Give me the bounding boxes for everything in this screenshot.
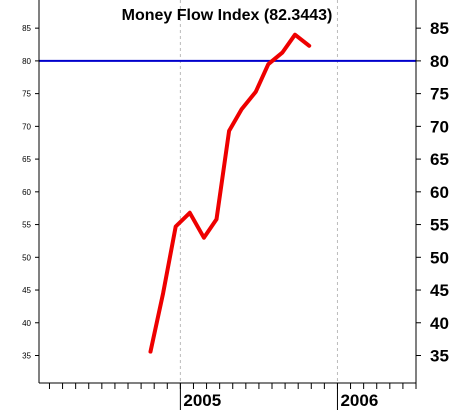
left-y-tick-label: 65 xyxy=(22,155,31,164)
right-y-tick-label: 40 xyxy=(430,314,449,333)
left-y-tick-label: 75 xyxy=(22,90,31,99)
x-tick-label-2005: 2005 xyxy=(183,391,221,410)
right-y-tick-label: 35 xyxy=(430,347,449,366)
left-y-tick-label: 35 xyxy=(22,352,31,361)
data-point xyxy=(267,62,270,66)
left-y-tick-label: 60 xyxy=(22,188,31,197)
right-y-tick-label: 60 xyxy=(430,183,449,202)
right-y-tick-label: 55 xyxy=(430,216,449,235)
data-point xyxy=(174,225,177,228)
left-y-tick-label: 50 xyxy=(22,253,31,262)
right-y-tick-label: 50 xyxy=(430,248,449,267)
data-point xyxy=(227,129,231,133)
right-y-tick-label: 80 xyxy=(430,52,449,71)
right-y-tick-label: 65 xyxy=(430,150,449,169)
left-y-tick-label: 45 xyxy=(22,286,31,295)
grid-layer xyxy=(179,0,338,383)
right-y-tick-label: 75 xyxy=(430,85,449,104)
chart-title: Money Flow Index (82.3443) xyxy=(122,7,333,24)
data-point xyxy=(161,292,165,295)
data-point xyxy=(202,236,206,239)
right-y-tick-labels: 35 40 45 50 55 60 65 70 75 80 85 xyxy=(416,19,449,366)
x-tick-label-2006: 2006 xyxy=(340,391,378,410)
data-point xyxy=(254,90,257,93)
left-y-tick-label: 80 xyxy=(22,57,31,66)
plot-background xyxy=(39,0,416,383)
left-y-tick-labels: 35 40 45 50 55 60 65 70 75 80 85 xyxy=(22,24,39,361)
right-y-tick-label: 85 xyxy=(430,19,449,38)
right-y-tick-label: 70 xyxy=(430,117,449,136)
data-point xyxy=(240,108,243,111)
left-y-tick-label: 55 xyxy=(22,221,31,230)
left-y-tick-label: 85 xyxy=(22,24,31,33)
series-layer xyxy=(148,32,312,354)
right-y-tick-label: 45 xyxy=(430,281,449,300)
data-point xyxy=(149,350,152,353)
data-point xyxy=(215,218,218,221)
left-y-tick-label: 40 xyxy=(22,319,31,328)
data-point xyxy=(307,44,311,48)
data-point xyxy=(293,33,297,36)
data-point xyxy=(281,51,284,54)
x-axis-ticks: 2005 2006 xyxy=(48,383,417,410)
left-y-tick-label: 70 xyxy=(22,122,31,131)
data-point xyxy=(188,211,191,214)
